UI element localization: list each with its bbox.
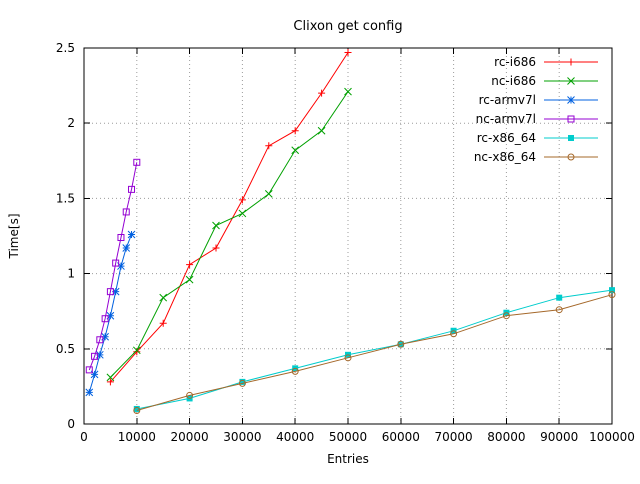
- data-series: [85, 49, 616, 414]
- x-tick-label: 50000: [329, 430, 367, 444]
- x-tick-label: 30000: [223, 430, 261, 444]
- y-tick-label: 1: [67, 267, 75, 281]
- x-tick-label: 90000: [540, 430, 578, 444]
- series-nc-i686: [106, 87, 352, 382]
- x-tick-label: 100000: [589, 430, 635, 444]
- series-nc-armv7l: [85, 158, 141, 374]
- legend-entry-nc-x86_64: nc-x86_64: [474, 150, 598, 164]
- legend-label-rc-x86_64: rc-x86_64: [477, 131, 536, 145]
- x-tick-label: 60000: [382, 430, 420, 444]
- x-tick-label: 20000: [171, 430, 209, 444]
- series-rc-x86_64: [133, 287, 615, 412]
- legend-label-nc-x86_64: nc-x86_64: [474, 150, 536, 164]
- y-tick-label: 2: [67, 116, 75, 130]
- y-tick-label: 2.5: [56, 41, 75, 55]
- x-tick-label: 10000: [118, 430, 156, 444]
- x-tick-label: 40000: [276, 430, 314, 444]
- legend-entry-nc-armv7l: nc-armv7l: [476, 112, 598, 126]
- legend-entry-rc-armv7l: rc-armv7l: [479, 93, 598, 107]
- legend-entry-rc-x86_64: rc-x86_64: [477, 131, 598, 145]
- chart-title: Clixon get config: [293, 19, 402, 34]
- y-tick-label: 0.5: [56, 342, 75, 356]
- legend: rc-i686 nc-i686 rc-armv7l nc-armv7l rc-x86_6…: [474, 55, 598, 164]
- legend-label-rc-i686: rc-i686: [494, 55, 536, 69]
- x-axis-label: Entries: [327, 452, 369, 466]
- x-tick-label: 0: [80, 430, 88, 444]
- series-nc-x86_64: [133, 291, 616, 414]
- legend-label-nc-i686: nc-i686: [491, 74, 536, 88]
- legend-label-rc-armv7l: rc-armv7l: [479, 93, 536, 107]
- y-tick-label: 0: [67, 417, 75, 431]
- tick-labels: 0 10000 20000 30000 40000 50000 60000 70000 8000…: [56, 41, 635, 444]
- legend-entry-nc-i686: nc-i686: [491, 74, 598, 88]
- legend-entry-rc-i686: rc-i686: [494, 55, 598, 69]
- y-tick-label: 1.5: [56, 191, 75, 205]
- series-rc-i686: [106, 49, 352, 386]
- series-rc-armv7l: [85, 230, 136, 397]
- legend-label-nc-armv7l: nc-armv7l: [476, 112, 536, 126]
- y-axis-label: Time[s]: [7, 214, 21, 260]
- x-tick-label: 80000: [487, 430, 525, 444]
- x-tick-label: 70000: [435, 430, 473, 444]
